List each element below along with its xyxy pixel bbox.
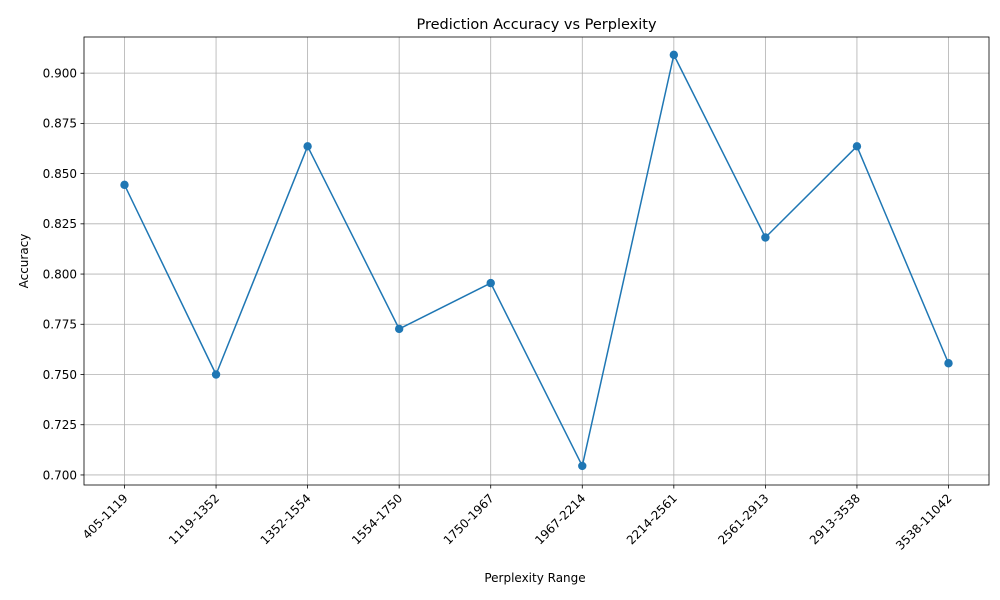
plot-area (84, 37, 989, 485)
data-point (761, 233, 770, 242)
data-point (944, 359, 953, 368)
data-point (578, 461, 587, 471)
grid-lines (84, 37, 989, 485)
y-tick-label: 0.750 (43, 368, 77, 382)
axes-spines (83, 36, 990, 486)
axes-frame (83, 36, 990, 486)
y-tick-label: 0.900 (43, 66, 77, 80)
data-point (486, 278, 495, 288)
data-point (211, 370, 221, 379)
series-layer (120, 50, 953, 471)
y-axis-label: Accuracy (17, 234, 31, 289)
y-tick-label: 0.825 (43, 217, 77, 231)
y-tick-label: 0.875 (43, 117, 77, 131)
y-tick-label: 0.850 (43, 167, 77, 181)
chart-title: Prediction Accuracy vs Perplexity (416, 17, 656, 33)
y-tick-label: 0.800 (43, 267, 77, 281)
data-point (394, 324, 404, 334)
x-axis-label: Perplexity Range (484, 571, 585, 585)
y-tick-label: 0.725 (43, 418, 77, 432)
data-point (852, 142, 862, 151)
series-line (123, 54, 950, 467)
y-tick-label: 0.775 (43, 318, 77, 332)
data-point (120, 180, 129, 190)
data-point (303, 142, 312, 151)
y-axis-ticks: 0.700 0.725 0.750 0.775 0.800 0.825 0.850 0.875… (43, 66, 84, 482)
y-tick-label: 0.700 (43, 468, 77, 482)
data-point (669, 50, 679, 60)
